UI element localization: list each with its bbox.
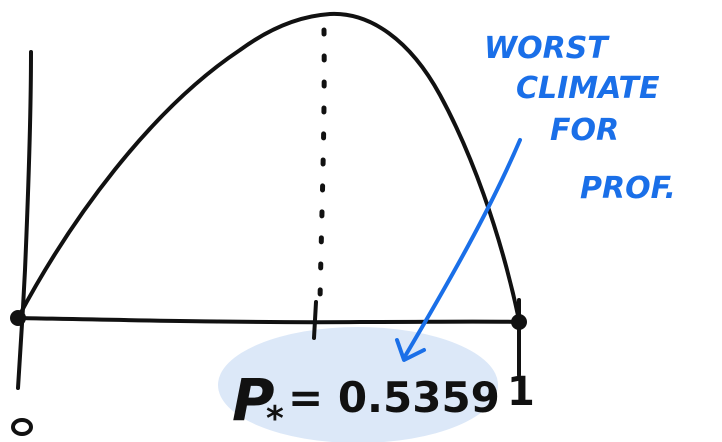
vertical-axis [16,50,33,390]
p-star-tick [312,300,318,340]
p-star-subscript: * [266,399,284,439]
p-star-value: = 0.5359 [288,373,500,422]
origin-label [11,418,33,436]
origin-label-text: 0 [0,0,1,1]
annotation: WORST CLIMATE FOR PROF. [484,31,676,206]
p-star-symbol: P [232,366,275,434]
one-label: 1 [507,369,535,415]
arrow-head [395,338,426,362]
origin-point [10,310,26,326]
annotation-line-3: FOR [550,113,619,148]
peak-dotted-line [317,27,327,303]
curve [16,11,521,322]
horizontal-axis [16,316,522,325]
one-point [511,314,527,330]
annotation-line-2: CLIMATE [516,71,660,106]
annotation-line-1: WORST [484,31,610,66]
value-highlight [218,327,498,442]
arrow-icon [402,138,522,360]
annotation-line-4: PROF. [580,171,676,206]
